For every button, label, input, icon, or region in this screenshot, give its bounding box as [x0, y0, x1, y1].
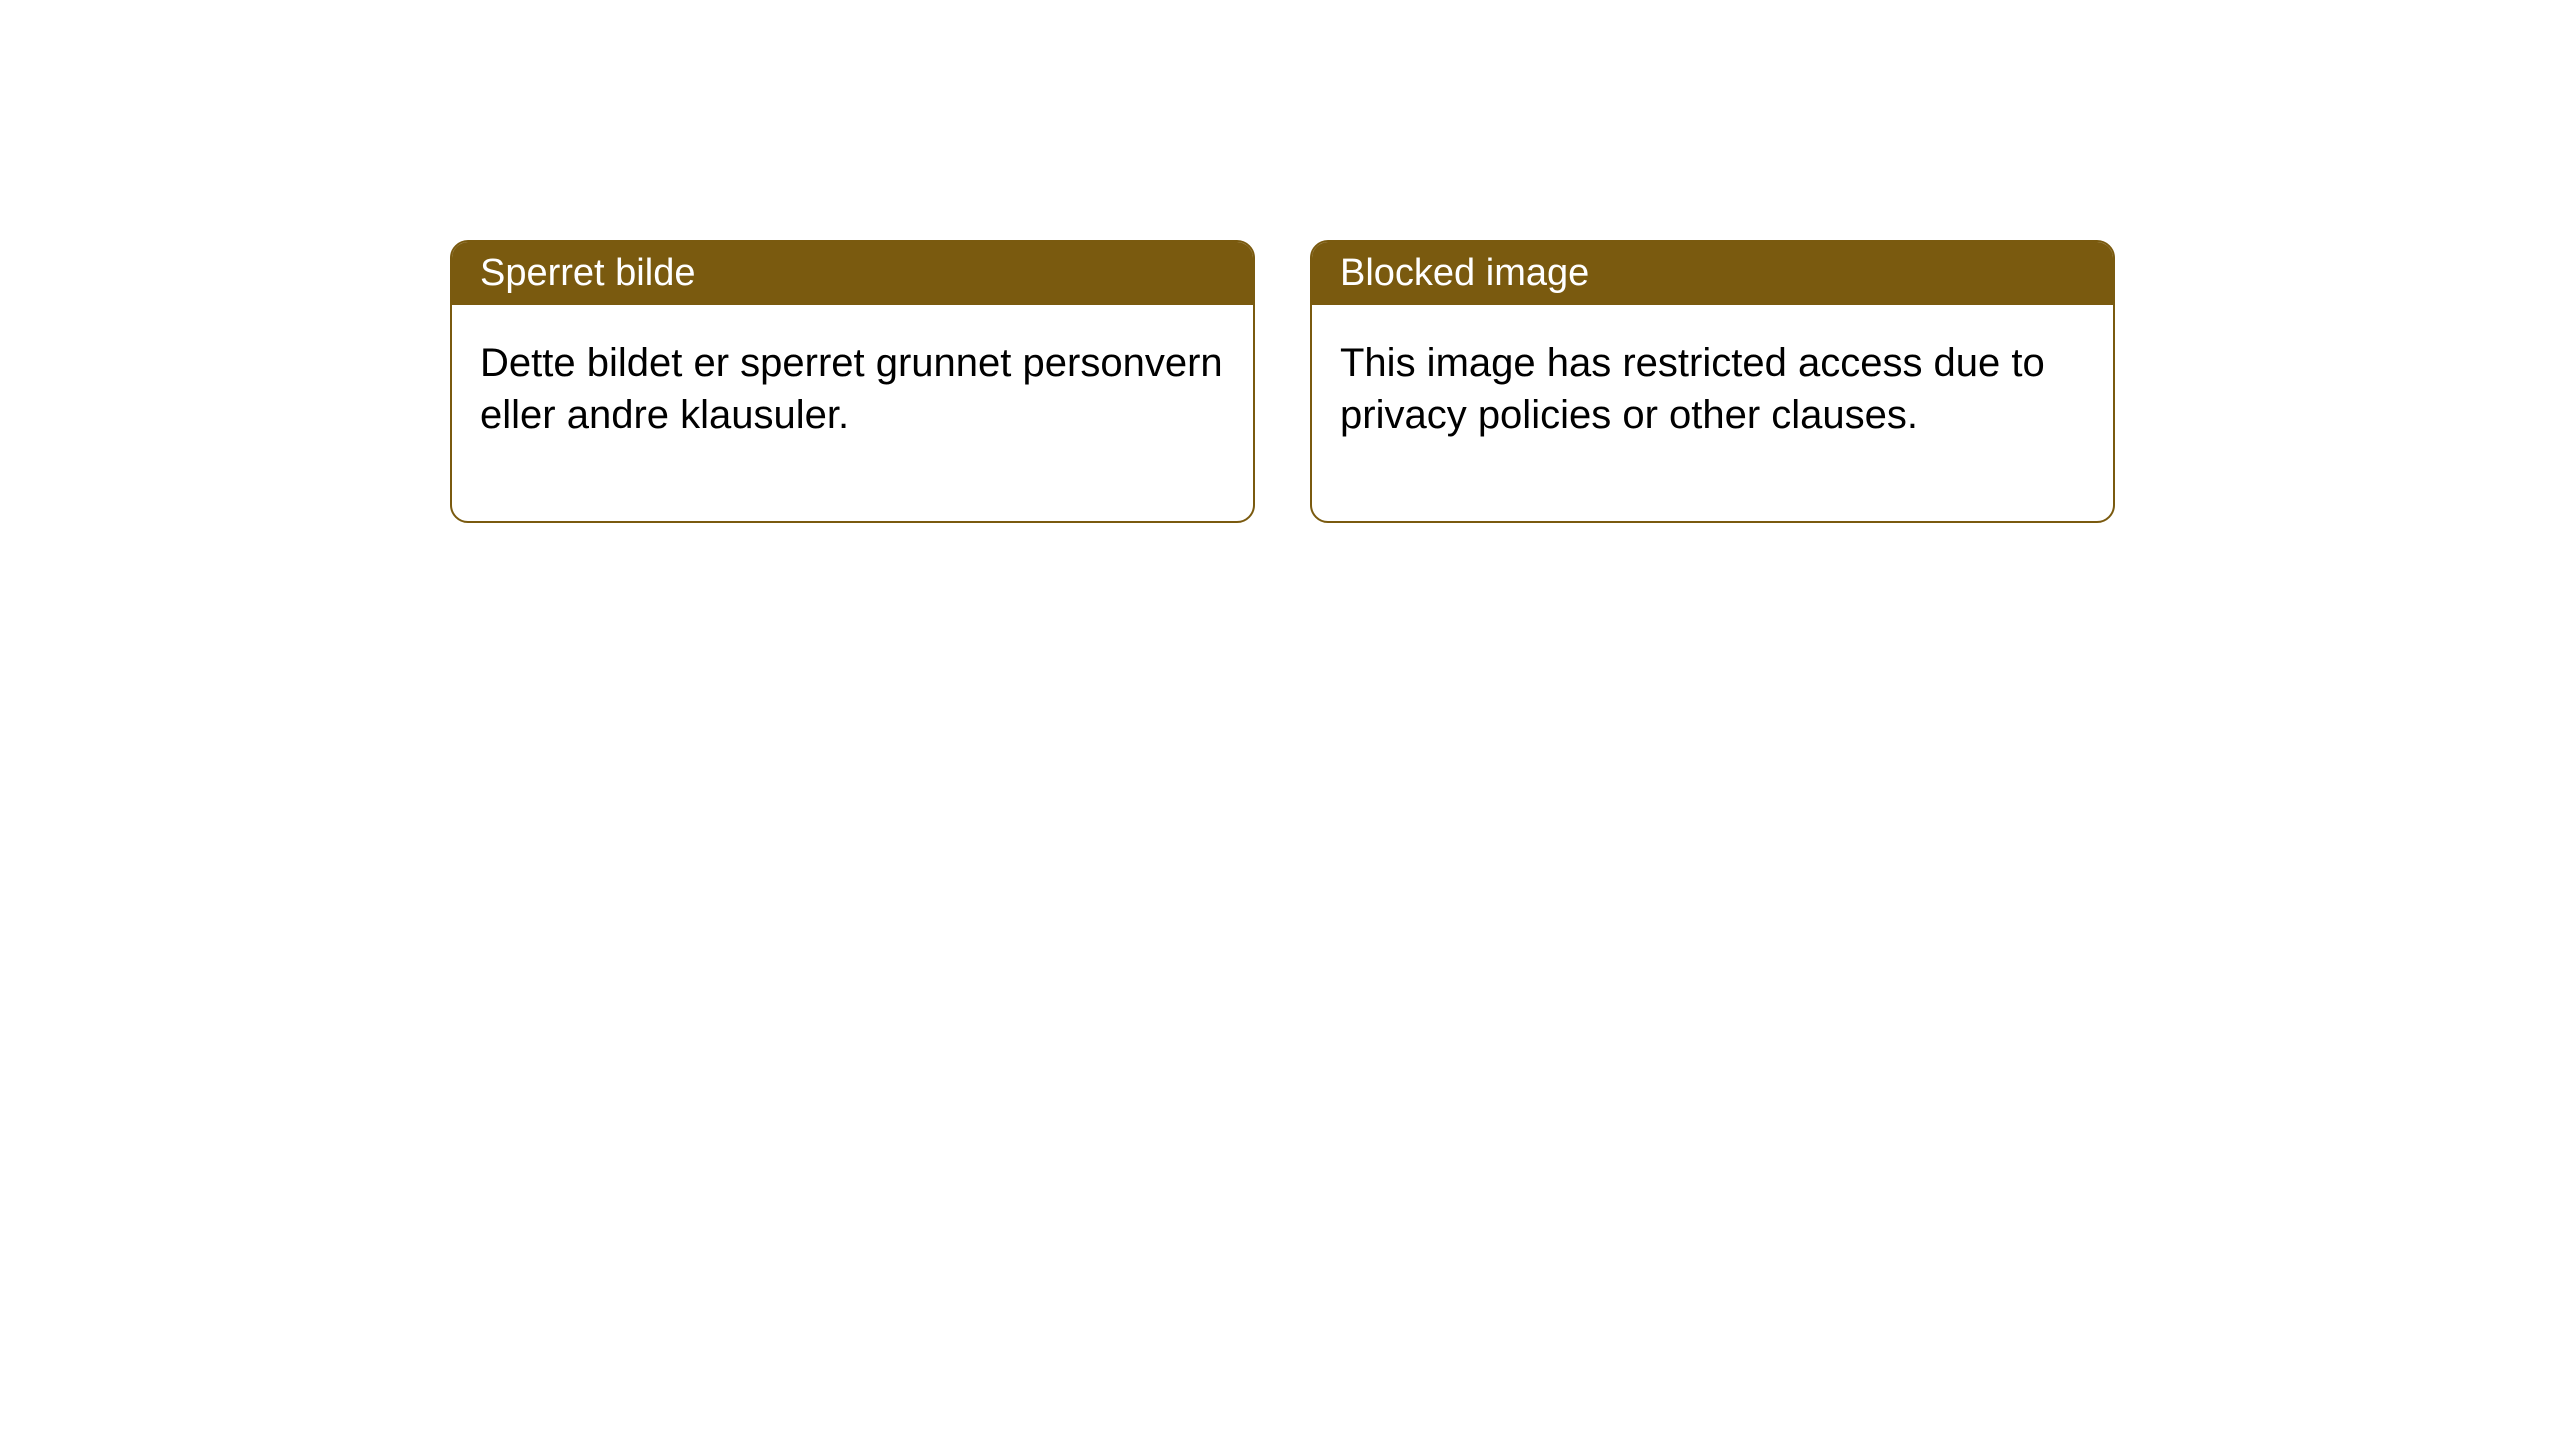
notice-title: Sperret bilde	[480, 252, 695, 294]
notices-container: Sperret bilde Dette bildet er sperret gr…	[0, 0, 2560, 523]
notice-body-text: Dette bildet er sperret grunnet personve…	[480, 341, 1223, 437]
notice-body-text: This image has restricted access due to …	[1340, 341, 2045, 437]
notice-header: Blocked image	[1312, 242, 2113, 305]
notice-card-norwegian: Sperret bilde Dette bildet er sperret gr…	[450, 240, 1255, 523]
notice-header: Sperret bilde	[452, 242, 1253, 305]
notice-body: This image has restricted access due to …	[1312, 305, 2113, 521]
notice-title: Blocked image	[1340, 252, 1589, 294]
notice-body: Dette bildet er sperret grunnet personve…	[452, 305, 1253, 521]
notice-card-english: Blocked image This image has restricted …	[1310, 240, 2115, 523]
